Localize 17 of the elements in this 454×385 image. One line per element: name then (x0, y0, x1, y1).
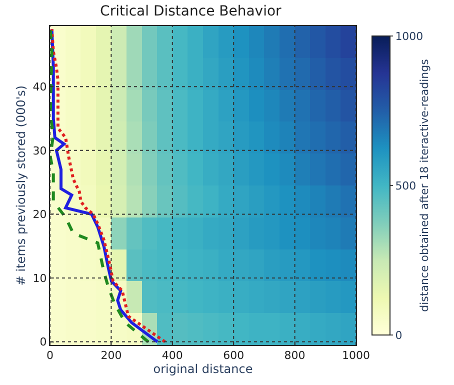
x-tick-label: 200 (100, 349, 122, 362)
color-bar-title: distance obtained after 18 iteractive-readings (418, 58, 432, 312)
chart-title: Critical Distance Behavior (100, 4, 282, 20)
color-bar-label: 0 (395, 328, 402, 342)
y-axis-title: # items previously stored (000's) (14, 85, 28, 286)
y-tick-label: 20 (32, 208, 47, 222)
x-axis-title: original distance (153, 362, 253, 376)
x-tick-label: 800 (284, 349, 306, 362)
y-tick-label: 0 (40, 336, 47, 349)
y-tick-label: 40 (32, 80, 47, 94)
y-tick-label: 30 (32, 144, 47, 158)
y-tick-label: 10 (32, 272, 47, 285)
x-tick-label: 600 (223, 349, 244, 362)
color-bar-label: 1000 (395, 30, 424, 43)
color-bar-label: 500 (395, 179, 416, 192)
x-tick-label: 1000 (342, 349, 370, 362)
x-tick-label: 400 (162, 349, 183, 362)
